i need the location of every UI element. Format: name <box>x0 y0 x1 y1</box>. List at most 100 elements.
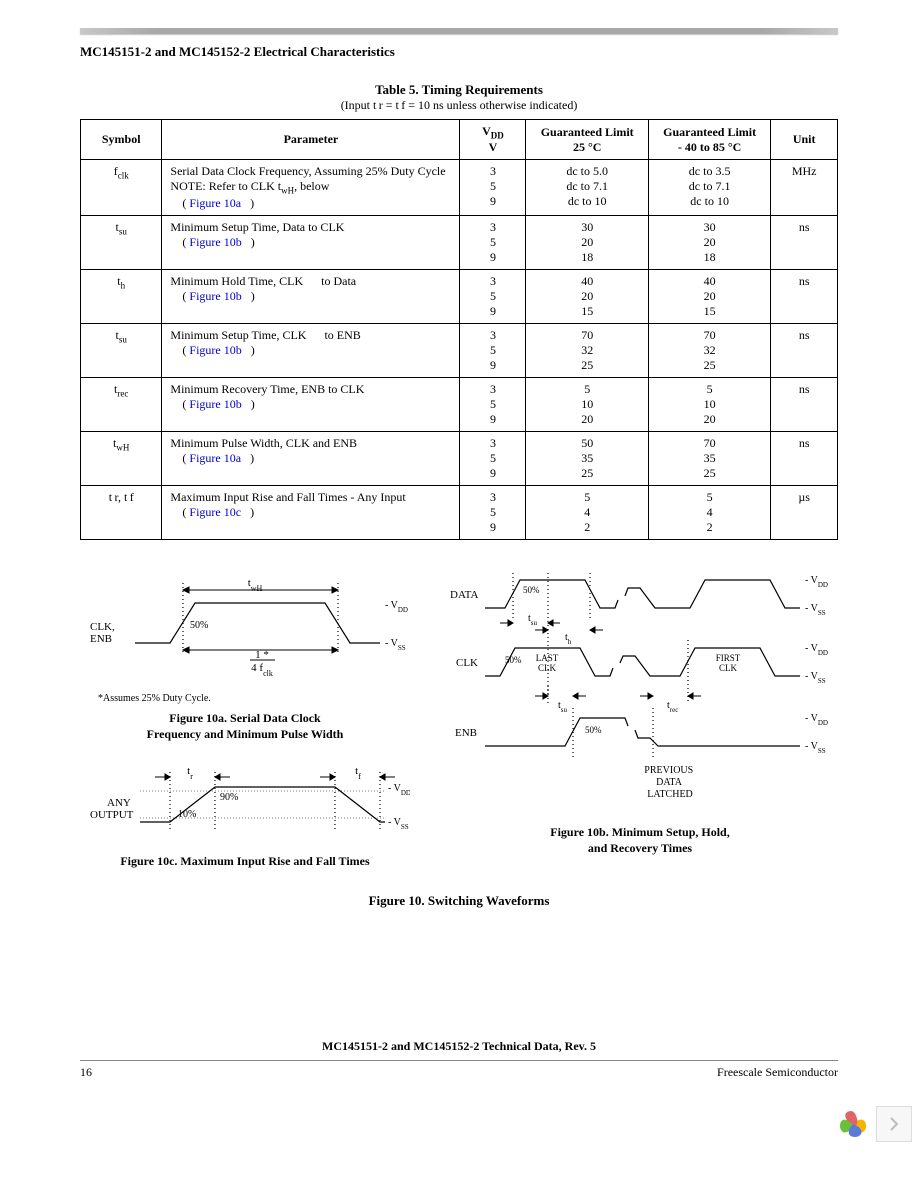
cell-limit-85c: 302018 <box>648 215 770 269</box>
fig10a-vss: - V <box>385 638 399 649</box>
figures-left-column: twH 1 * 4 fclk CLK,ENB 50% - VDD - VSS *… <box>80 568 410 870</box>
figure-link[interactable]: Figure 10a <box>189 196 241 210</box>
svg-text:trec: trec <box>667 700 678 714</box>
cell-parameter: Maximum Input Rise and Fall Times - Any … <box>162 485 460 539</box>
table-row: thMinimum Hold Time, CLK to Data( Figure… <box>81 269 838 323</box>
chevron-right-icon <box>889 1117 899 1131</box>
cell-symbol: tsu <box>81 215 162 269</box>
table-row: tsuMinimum Setup Time, CLK to ENB( Figur… <box>81 323 838 377</box>
cell-vdd: 359 <box>460 269 526 323</box>
figure-link[interactable]: Figure 10b <box>189 343 241 357</box>
timing-table: Symbol Parameter VDD V Guaranteed Limit … <box>80 119 838 540</box>
fig10b-caption: Figure 10b. Minimum Setup, Hold, and Rec… <box>440 824 840 856</box>
cell-limit-25c: 402015 <box>526 269 648 323</box>
cell-parameter: Minimum Pulse Width, CLK and ENB( Figure… <box>162 431 460 485</box>
cell-parameter: Minimum Setup Time, CLK to ENB( Figure 1… <box>162 323 460 377</box>
cell-symbol: tsu <box>81 323 162 377</box>
fig10b-tsu-sub: su <box>531 619 538 627</box>
viewer-widget <box>830 1100 918 1148</box>
figures-right-column: DATA CLK ENB 50% 50% 50% tsu th tsu trec… <box>440 568 840 870</box>
figure-link[interactable]: Figure 10b <box>189 397 241 411</box>
svg-text:PREVIOUS DATA: PREVIOUS DATA LATCHED <box>644 765 695 800</box>
th-vdd-unit: V <box>489 140 498 154</box>
svg-text:- VSS: - VSS <box>388 817 409 831</box>
cell-vdd: 359 <box>460 431 526 485</box>
fig10a-vdd: - V <box>385 600 399 611</box>
fig10b-cap-l2: and Recovery Times <box>588 841 692 855</box>
cell-parameter: Minimum Recovery Time, ENB to CLK( Figur… <box>162 377 460 431</box>
footer-right: Freescale Semiconductor <box>717 1065 838 1080</box>
fig10b-50-2: 50% <box>505 655 522 665</box>
figure-link[interactable]: Figure 10b <box>189 289 241 303</box>
cell-vdd: 359 <box>460 323 526 377</box>
footer-center: MC145151-2 and MC145152-2 Technical Data… <box>80 1039 838 1054</box>
cell-vdd: 359 <box>460 160 526 215</box>
svg-text:th: th <box>565 632 572 646</box>
table-row: tsuMinimum Setup Time, Data to CLK( Figu… <box>81 215 838 269</box>
cell-limit-85c: 703525 <box>648 431 770 485</box>
svg-text:CLK,ENB: CLK,ENB <box>90 621 115 645</box>
cell-limit-25c: 302018 <box>526 215 648 269</box>
fig10a-frac-den: 4 f <box>251 662 263 674</box>
svg-text:- VDD: - VDD <box>385 600 408 614</box>
cell-limit-85c: 402015 <box>648 269 770 323</box>
cell-symbol: fclk <box>81 160 162 215</box>
fig10a-cap-l2: Frequency and Minimum Pulse Width <box>147 727 344 741</box>
table-row: t r, t fMaximum Input Rise and Fall Time… <box>81 485 838 539</box>
fig10c-tr-sub: r <box>190 772 193 781</box>
svg-text:- VDD: - VDD <box>388 783 410 797</box>
fig10c-90: 90% <box>220 792 238 803</box>
fig10a-frac-den-sub: clk <box>263 668 273 677</box>
table-header-row: Symbol Parameter VDD V Guaranteed Limit … <box>81 120 838 160</box>
viewer-logo-icon[interactable] <box>836 1107 870 1141</box>
fig10b-enb-lbl: ENB <box>455 727 477 739</box>
th-vdd-sub: DD <box>491 130 504 140</box>
svg-text:- VSS: - VSS <box>385 638 406 652</box>
fig10a-cap-l1: Figure 10a. Serial Data Clock <box>169 711 320 725</box>
cell-limit-25c: 542 <box>526 485 648 539</box>
figure-link[interactable]: Figure 10a <box>189 451 241 465</box>
fig10a-twh-sub: wH <box>251 583 263 592</box>
cell-unit: ns <box>771 323 838 377</box>
svg-text:- VDD: - VDD <box>805 643 828 657</box>
svg-text:LASTCLK: LASTCLK <box>536 653 559 673</box>
footer-page-num: 16 <box>80 1065 92 1080</box>
th-vdd: VDD V <box>460 120 526 160</box>
th-g25-s: 25 °C <box>573 140 601 154</box>
figures-area: twH 1 * 4 fclk CLK,ENB 50% - VDD - VSS *… <box>80 568 838 870</box>
th-g85: Guaranteed Limit - 40 to 85 °C <box>648 120 770 160</box>
cell-limit-25c: dc to 5.0dc to 7.1dc to 10 <box>526 160 648 215</box>
svg-text:- VSS: - VSS <box>805 671 826 685</box>
fig10a-50: 50% <box>190 620 208 631</box>
footer-row: 16 Freescale Semiconductor <box>80 1060 838 1080</box>
cell-unit: MHz <box>771 160 838 215</box>
fig10c-out: OUTPUT <box>90 809 134 821</box>
cell-vdd: 359 <box>460 215 526 269</box>
fig10b-trec-sub: rec <box>670 706 679 714</box>
fig10a-note: *Assumes 25% Duty Cycle. <box>98 693 410 704</box>
figure-link[interactable]: Figure 10b <box>189 235 241 249</box>
svg-text:ANYOUTPUT: ANYOUTPUT <box>90 797 134 821</box>
table-row: twHMinimum Pulse Width, CLK and ENB( Fig… <box>81 431 838 485</box>
fig10b-clk-lbl: CLK <box>456 657 478 669</box>
viewer-next-button[interactable] <box>876 1106 912 1142</box>
cell-symbol: t r, t f <box>81 485 162 539</box>
svg-text:- VSS: - VSS <box>805 741 826 755</box>
fig10c-vss-sub: SS <box>401 823 409 831</box>
fig10b-50-1: 50% <box>523 585 540 595</box>
figure-link[interactable]: Figure 10c <box>189 505 241 519</box>
fig10b-prev: PREVIOUS <box>644 765 693 776</box>
cell-parameter: Minimum Hold Time, CLK to Data( Figure 1… <box>162 269 460 323</box>
cell-limit-85c: 542 <box>648 485 770 539</box>
fig10c-vss: - V <box>388 817 402 828</box>
fig10c-any: ANY <box>107 797 131 809</box>
th-g25: Guaranteed Limit 25 °C <box>526 120 648 160</box>
svg-text:tsu: tsu <box>528 613 538 627</box>
fig10a-caption: Figure 10a. Serial Data Clock Frequency … <box>80 710 410 742</box>
svg-text:FIRSTCLK: FIRSTCLK <box>716 653 741 673</box>
cell-limit-85c: 51020 <box>648 377 770 431</box>
svg-text:- VDD: - VDD <box>805 713 828 727</box>
svg-text:- VDD: - VDD <box>805 575 828 589</box>
cell-limit-85c: dc to 3.5dc to 7.1dc to 10 <box>648 160 770 215</box>
fig10c-vdd-sub: DD <box>401 789 410 797</box>
